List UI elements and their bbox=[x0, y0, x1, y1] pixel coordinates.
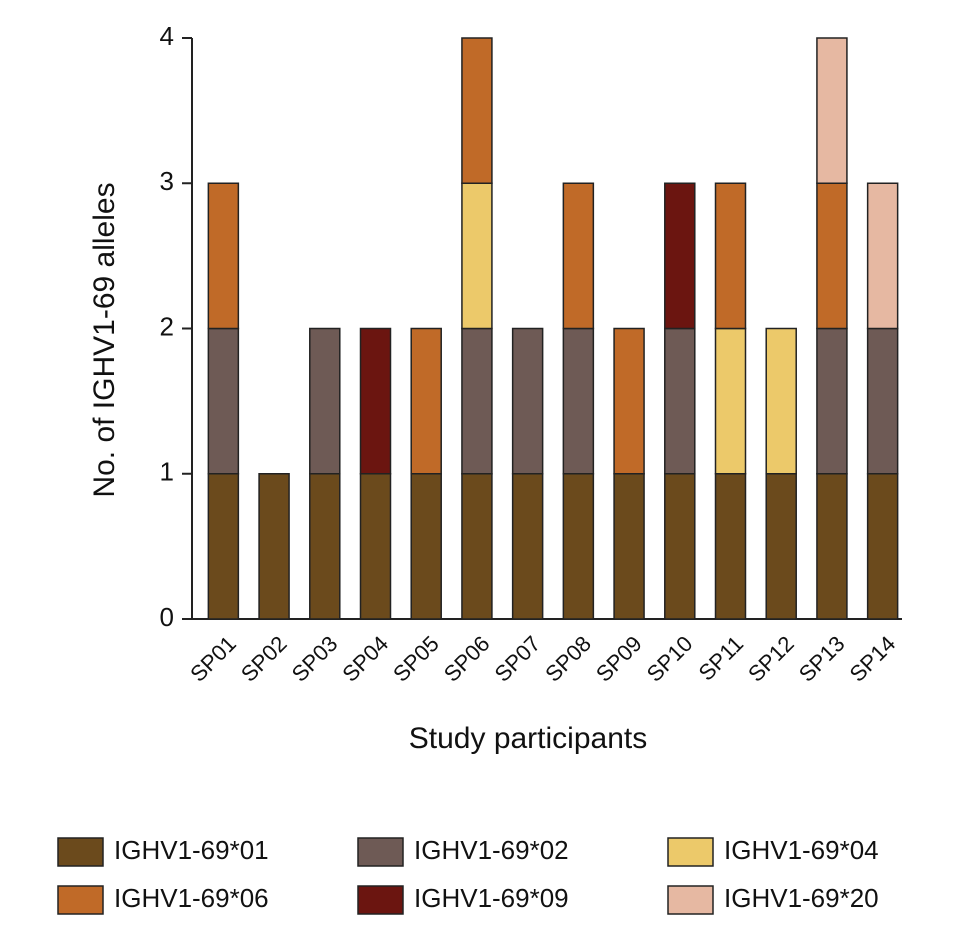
bar-segment bbox=[816, 182, 848, 330]
x-tick-label: SP04 bbox=[337, 631, 393, 687]
bar-segment bbox=[562, 182, 595, 330]
bar-segment bbox=[613, 473, 645, 620]
legend-swatch bbox=[667, 837, 714, 867]
legend-label: IGHV1-69*09 bbox=[414, 883, 569, 913]
bar-segment bbox=[511, 327, 544, 475]
legend-label: IGHV1-69*06 bbox=[114, 883, 269, 913]
x-tick-label: SP01 bbox=[185, 631, 241, 687]
x-tick-label: SP05 bbox=[388, 631, 444, 687]
bar-segment bbox=[207, 473, 240, 620]
bar-segment bbox=[461, 182, 493, 330]
bar-segment bbox=[410, 327, 442, 475]
x-tick-label: SP14 bbox=[845, 631, 901, 687]
x-tick-label: SP03 bbox=[287, 631, 343, 687]
bar-segment bbox=[309, 327, 341, 475]
bar-segment bbox=[664, 327, 696, 475]
x-tick-label: SP12 bbox=[743, 631, 799, 687]
bar-segment bbox=[562, 473, 595, 620]
legend-label: IGHV1-69*20 bbox=[724, 883, 879, 913]
y-tick-label: 2 bbox=[160, 311, 174, 341]
bar-segment bbox=[866, 182, 899, 330]
legend-swatch bbox=[357, 837, 404, 867]
bar-segment bbox=[613, 327, 645, 475]
bar-segment bbox=[866, 473, 899, 620]
bar-segment bbox=[410, 473, 442, 620]
bar-segment bbox=[461, 327, 493, 475]
bar-segment bbox=[207, 182, 240, 330]
bar-segment bbox=[714, 473, 747, 620]
y-tick-label: 0 bbox=[160, 602, 174, 632]
bar-segment bbox=[816, 473, 848, 620]
x-axis-title: Study participants bbox=[409, 722, 647, 755]
y-tick-label: 3 bbox=[160, 166, 174, 196]
legend-swatch bbox=[57, 885, 104, 915]
y-axis-title: No. of IGHV1-69 alleles bbox=[88, 182, 121, 497]
legend-swatch bbox=[667, 885, 714, 915]
bar-segment bbox=[309, 473, 341, 620]
bar-segment bbox=[664, 182, 696, 330]
x-tick-label: SP07 bbox=[490, 631, 546, 687]
bar-segment bbox=[359, 327, 392, 475]
x-tick-label: SP08 bbox=[540, 631, 596, 687]
x-tick-label: SP13 bbox=[794, 631, 850, 687]
x-tick-label: SP06 bbox=[439, 631, 495, 687]
bar-segment bbox=[562, 327, 595, 475]
bar-segment bbox=[207, 327, 240, 475]
bar-segment bbox=[866, 327, 899, 475]
legend-swatch bbox=[357, 885, 404, 915]
bar-segment bbox=[765, 473, 797, 620]
legend-label: IGHV1-69*01 bbox=[114, 835, 269, 865]
bar-segment bbox=[714, 182, 747, 330]
bar-segment bbox=[461, 473, 493, 620]
bar-segment bbox=[511, 473, 544, 620]
legend-swatch bbox=[57, 837, 104, 867]
bar-segment bbox=[359, 473, 392, 620]
bar-segment bbox=[258, 473, 290, 620]
bar-segment bbox=[816, 37, 848, 184]
y-tick-label: 4 bbox=[160, 21, 174, 51]
bar-segment bbox=[461, 37, 493, 184]
x-tick-label: SP09 bbox=[591, 631, 647, 687]
x-tick-label: SP10 bbox=[642, 631, 698, 687]
bar-segment bbox=[765, 327, 797, 475]
legend-label: IGHV1-69*04 bbox=[724, 835, 879, 865]
bar-segment bbox=[664, 473, 696, 620]
x-tick-label: SP02 bbox=[236, 631, 292, 687]
legend-label: IGHV1-69*02 bbox=[414, 835, 569, 865]
y-tick-label: 1 bbox=[160, 457, 174, 487]
x-tick-label: SP11 bbox=[694, 631, 749, 686]
bar-segment bbox=[714, 327, 747, 475]
bar-segment bbox=[816, 327, 848, 475]
